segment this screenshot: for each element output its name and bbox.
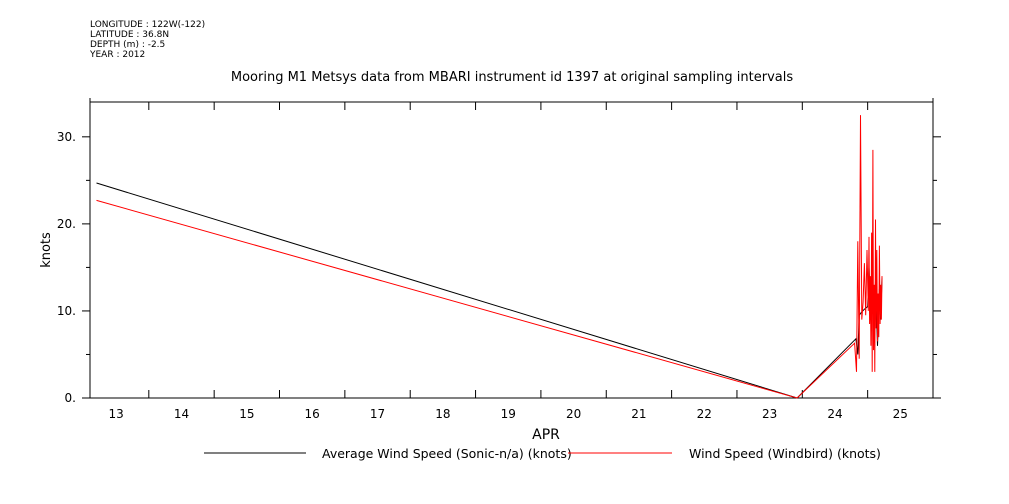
- year-label: YEAR : 2012: [90, 50, 146, 60]
- y-tick-label: 0.: [65, 391, 76, 405]
- legend-label-average-wind: Average Wind Speed (Sonic-n/a) (knots): [322, 446, 572, 461]
- chart-title: Mooring M1 Metsys data from MBARI instru…: [231, 70, 793, 85]
- y-tick-label: 20.: [57, 217, 76, 231]
- x-tick-label: 18: [435, 407, 450, 421]
- x-tick-label: 17: [370, 407, 385, 421]
- longitude-label: LONGITUDE : 122W(-122): [90, 20, 206, 30]
- x-tick-label: 15: [239, 407, 254, 421]
- x-tick-label: 23: [762, 407, 777, 421]
- legend: Average Wind Speed (Sonic-n/a) (knots) W…: [204, 446, 881, 461]
- plot-frame: [89, 101, 934, 399]
- x-tick-label: 14: [174, 407, 189, 421]
- x-tick-label: 13: [108, 407, 123, 421]
- x-tick-label: 20: [566, 407, 581, 421]
- series-layer: [96, 115, 883, 399]
- x-tick-label: 22: [697, 407, 712, 421]
- axis-ticks: 13 14 15 16 17 18 19 20 21 22 23 24 25 0. 10. 20. 30.: [57, 98, 941, 421]
- x-tick-label: 25: [893, 407, 908, 421]
- metadata-block: LONGITUDE : 122W(-122) LATITUDE : 36.8N …: [90, 20, 205, 60]
- x-tick-label: 24: [827, 407, 842, 421]
- y-tick-label: 30.: [57, 130, 76, 144]
- y-axis-label: knots: [39, 232, 54, 268]
- legend-label-windbird: Wind Speed (Windbird) (knots): [689, 446, 881, 461]
- y-tick-label: 10.: [57, 304, 76, 318]
- x-tick-label: 21: [631, 407, 646, 421]
- x-axis-label: APR: [532, 427, 560, 443]
- series-line-average-wind: [96, 182, 883, 399]
- x-tick-label: 16: [305, 407, 320, 421]
- latitude-label: LATITUDE : 36.8N: [90, 30, 170, 40]
- x-tick-label: 19: [501, 407, 516, 421]
- series-line-windbird: [96, 115, 883, 399]
- depth-label: DEPTH (m) : -2.5: [90, 40, 166, 50]
